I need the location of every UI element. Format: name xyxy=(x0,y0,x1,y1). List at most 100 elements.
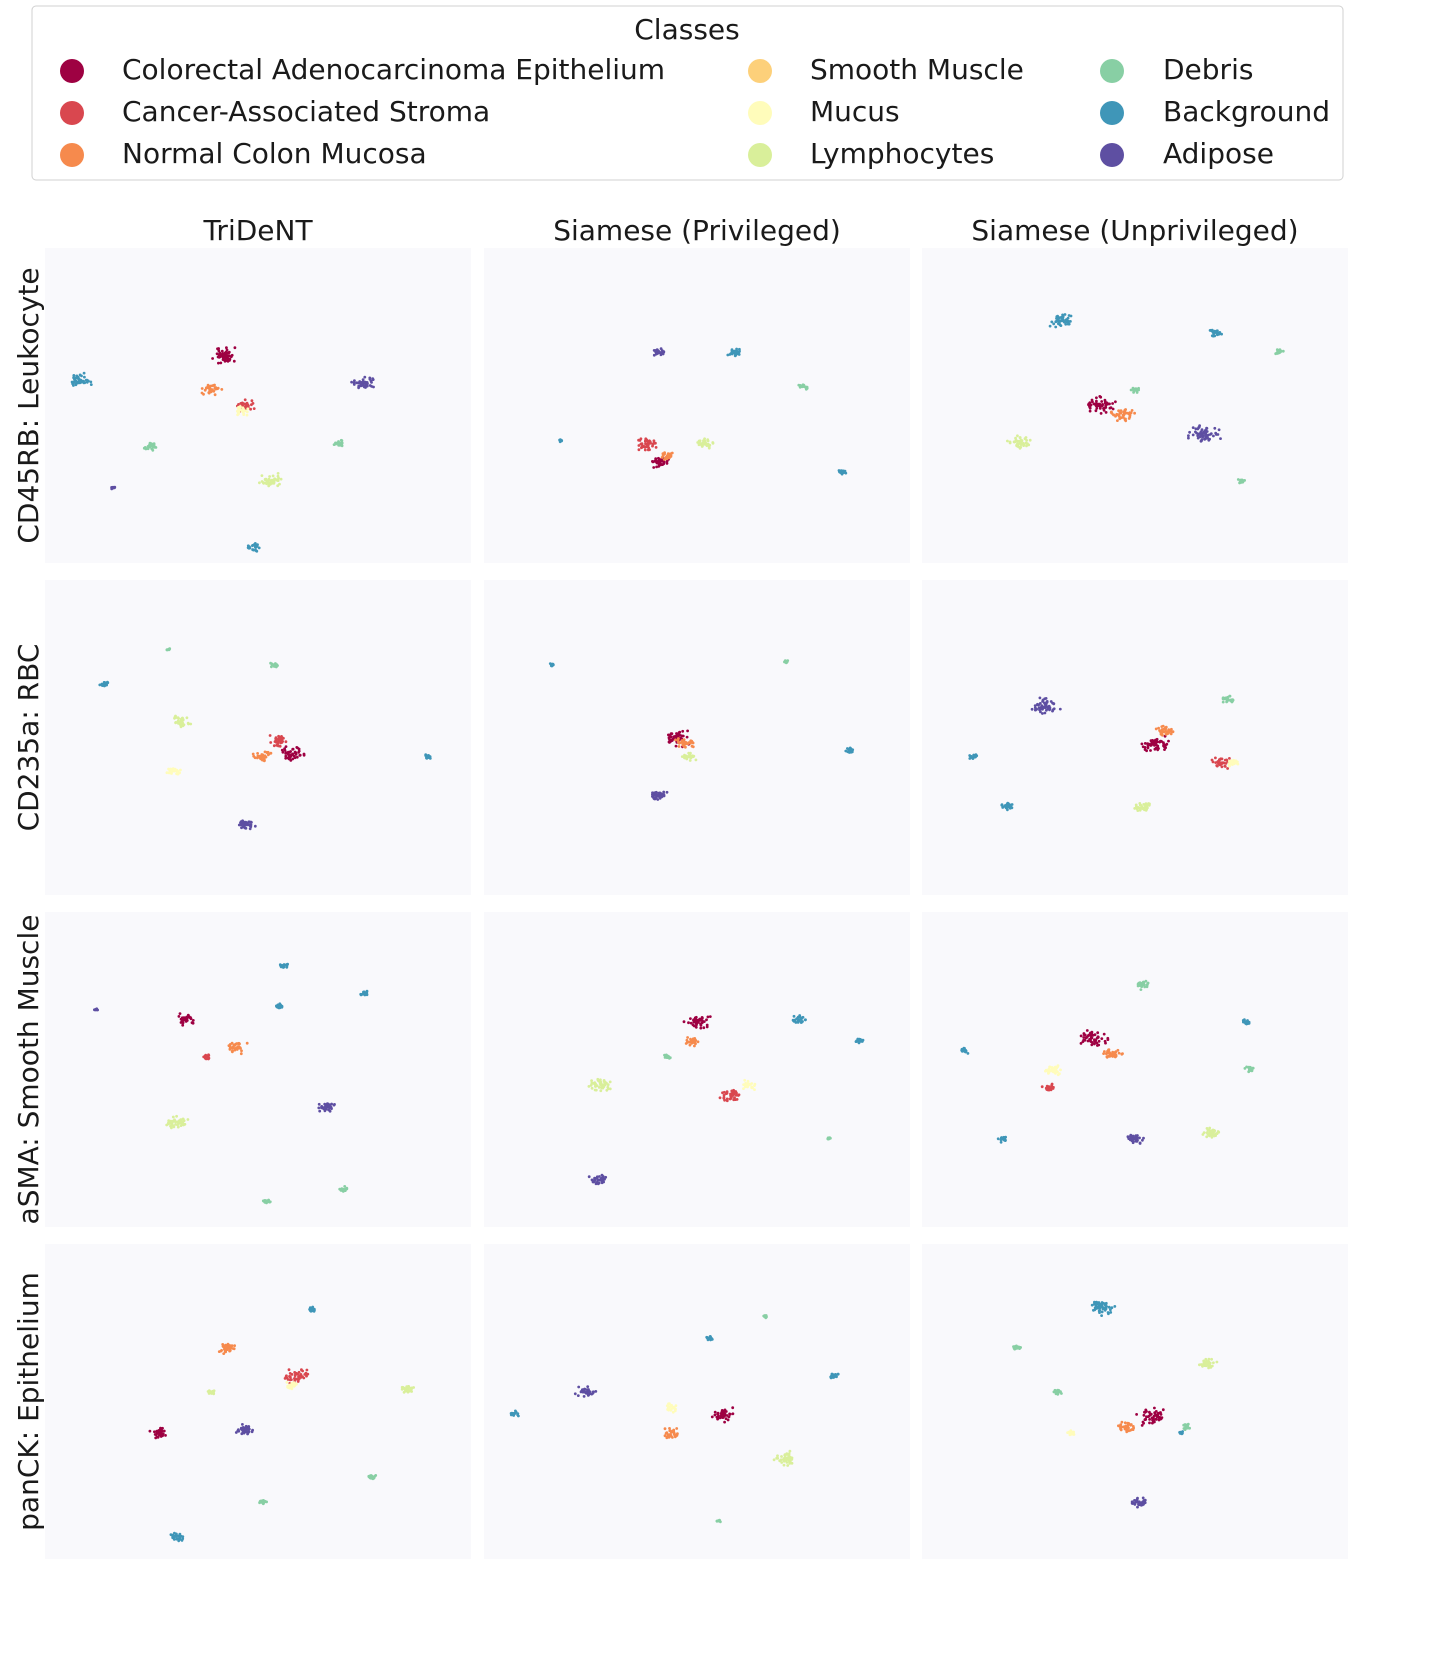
scatter-point xyxy=(338,441,342,445)
scatter-point xyxy=(1167,730,1171,734)
scatter-point xyxy=(1040,1085,1044,1089)
scatter-point xyxy=(674,744,678,748)
scatter-point xyxy=(677,741,681,744)
scatter-point xyxy=(1144,979,1148,983)
scatter-point xyxy=(590,1392,594,1396)
scatter-point xyxy=(368,376,372,380)
scatter-point xyxy=(165,771,169,775)
scatter-point xyxy=(372,385,375,389)
scatter-point xyxy=(1016,442,1019,446)
scatter-point xyxy=(224,1350,227,1354)
scatter-point xyxy=(692,1018,696,1022)
scatter-point xyxy=(1228,764,1231,768)
scatter-point xyxy=(582,1388,586,1392)
scatter-point xyxy=(681,734,685,738)
scatter-point xyxy=(1117,1051,1121,1055)
scatter-point xyxy=(848,749,852,752)
scatter-point xyxy=(639,437,643,441)
scatter-point xyxy=(1167,739,1170,743)
scatter-point xyxy=(1100,1314,1103,1317)
scatter-point xyxy=(1137,1502,1141,1506)
scatter-point xyxy=(586,1385,590,1388)
scatter-point xyxy=(1066,322,1070,326)
scatter-point xyxy=(246,1427,250,1431)
scatter-point xyxy=(186,1118,190,1121)
panel-background xyxy=(484,248,910,563)
scatter-point xyxy=(587,1175,591,1179)
scatter-point xyxy=(1102,1032,1106,1036)
scatter-point xyxy=(174,1532,178,1536)
scatter-point xyxy=(89,383,93,386)
scatter-point xyxy=(832,1376,835,1379)
scatter-point xyxy=(328,1109,332,1113)
scatter-point xyxy=(743,1084,747,1087)
scatter-point xyxy=(1135,389,1139,393)
scatter-point xyxy=(1226,767,1229,770)
scatter-point xyxy=(281,964,285,967)
scatter-point xyxy=(1072,1432,1076,1436)
scatter-point xyxy=(1204,1361,1207,1365)
scatter-point xyxy=(175,1114,179,1118)
scatter-point xyxy=(1180,1432,1184,1436)
scatter-point xyxy=(1058,323,1062,327)
scatter-point xyxy=(1072,1430,1075,1434)
scatter-point xyxy=(999,1140,1003,1144)
scatter-point xyxy=(681,729,685,733)
scatter-point xyxy=(516,1412,520,1415)
scatter-point xyxy=(225,348,229,352)
scatter-point xyxy=(689,740,692,743)
scatter-point xyxy=(284,745,288,748)
scatter-point xyxy=(302,752,306,756)
scatter-point xyxy=(1018,436,1022,439)
scatter-point xyxy=(1228,757,1231,760)
scatter-point xyxy=(205,1055,209,1059)
scatter-point xyxy=(148,444,152,448)
scatter-point xyxy=(181,1021,185,1025)
scatter-point xyxy=(1120,1052,1124,1056)
scatter-point xyxy=(1147,742,1150,746)
scatter-point xyxy=(1200,428,1204,431)
scatter-point xyxy=(1104,1307,1108,1311)
scatter-point xyxy=(1123,408,1127,412)
scatter-point xyxy=(1045,708,1048,712)
scatter-point xyxy=(281,750,285,754)
scatter-point xyxy=(706,443,710,447)
scatter-point xyxy=(265,750,269,754)
scatter-point xyxy=(1120,1420,1124,1424)
scatter-point xyxy=(1122,413,1126,417)
legend-box xyxy=(31,5,1344,181)
scatter-point xyxy=(177,717,181,720)
scatter-point xyxy=(1149,749,1152,752)
scatter-point xyxy=(667,1433,670,1437)
scatter-point xyxy=(1066,1431,1069,1434)
scatter-point xyxy=(311,1308,314,1311)
scatter-point xyxy=(276,484,280,488)
scatter-point xyxy=(278,482,281,486)
scatter-point xyxy=(966,1052,970,1055)
scatter-point xyxy=(1100,1037,1104,1040)
scatter-point xyxy=(585,1392,588,1395)
scatter-point xyxy=(580,1390,583,1393)
scatter-point xyxy=(178,1012,182,1015)
scatter-point xyxy=(1117,1424,1120,1428)
scatter-point xyxy=(1214,330,1217,333)
scatter-point xyxy=(251,752,255,756)
scatter-point xyxy=(1138,1136,1141,1140)
scatter-point xyxy=(370,381,373,384)
scatter-panel xyxy=(484,580,910,895)
scatter-point xyxy=(228,1349,232,1352)
scatter-point xyxy=(689,1037,692,1041)
scatter-point xyxy=(1134,1139,1138,1143)
scatter-point xyxy=(1056,1073,1060,1077)
scatter-point xyxy=(663,1434,667,1438)
scatter-point xyxy=(295,755,299,759)
scatter-point xyxy=(1126,1135,1130,1139)
scatter-point xyxy=(665,462,669,465)
scatter-point xyxy=(1124,1428,1128,1431)
scatter-point xyxy=(968,757,972,760)
scatter-panel xyxy=(922,912,1348,1227)
scatter-point xyxy=(1225,700,1228,704)
scatter-point xyxy=(738,347,741,351)
scatter-point xyxy=(1184,1426,1188,1429)
scatter-point xyxy=(213,393,217,397)
